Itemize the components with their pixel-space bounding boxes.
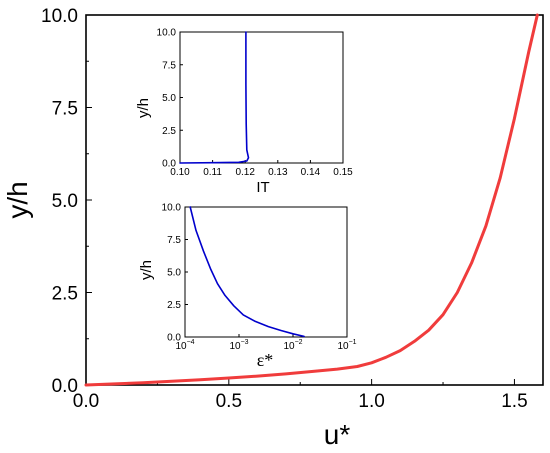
inset-it-series-line <box>179 31 250 164</box>
inset-eps-x-tick-label: 10−1 <box>337 339 356 352</box>
inset-it-y-tick-label: 7.5 <box>162 60 176 71</box>
inset-eps-x-tick-label: 10−2 <box>283 339 302 352</box>
main-x-tick-label: 1.0 <box>358 391 384 412</box>
inset-it-y-tick-label: 0.0 <box>162 159 176 170</box>
inset-eps-y-tick-label: 0.0 <box>167 333 181 344</box>
inset-eps-x-tick-exponent: −1 <box>349 339 357 346</box>
inset-eps-x-tick-exponent: −3 <box>241 339 249 346</box>
inset-it-y-tick-label: 10.0 <box>157 28 177 39</box>
inset-eps-y-tick-label: 2.5 <box>167 300 181 311</box>
main-y-axis-label: y/h <box>2 181 33 218</box>
main-y-tick-label: 10.0 <box>41 6 78 27</box>
inset-it-x-axis-label: IT <box>256 179 269 196</box>
inset-it-x-tick-label: 0.15 <box>333 167 353 178</box>
inset-it-x-tick-label: 0.14 <box>301 167 321 178</box>
main-y-tick-label: 0.0 <box>52 376 78 397</box>
inset-it-plot: 0.10 0.11 0.12 0.13 0.14 0.15 0.0 2.5 5.0 7.5 10.0… <box>135 28 353 197</box>
main-x-axis-label: u* <box>324 419 351 450</box>
main-ticks: 0.0 0.5 1.0 1.5 0.0 2.5 5.0 7.5 10.0 <box>41 6 528 412</box>
inset-eps-series-line <box>189 206 305 338</box>
inset-it-background <box>180 32 343 163</box>
inset-it-x-tick-label: 0.11 <box>203 167 222 178</box>
main-y-tick-label: 2.5 <box>52 284 78 305</box>
inset-it-x-tick-label: 0.12 <box>235 167 255 178</box>
inset-it-y-tick-label: 5.0 <box>162 93 176 104</box>
inset-it-y-axis-label: y/h <box>135 98 152 118</box>
inset-it-x-tick-label: 0.10 <box>170 167 190 178</box>
main-x-tick-label: 0.5 <box>216 391 242 412</box>
inset-eps-series <box>189 206 305 338</box>
main-y-tick-label: 7.5 <box>52 99 78 120</box>
inset-it-ticks: 0.10 0.11 0.12 0.13 0.14 0.15 0.0 2.5 5.0 7.5 10.0 <box>157 28 354 179</box>
main-series-line <box>84 13 539 387</box>
inset-eps-y-tick-label: 5.0 <box>167 268 181 279</box>
inset-eps-background <box>185 207 347 337</box>
main-series <box>84 13 539 387</box>
inset-eps-x-tick-label: 10−3 <box>229 339 248 352</box>
inset-eps-x-tick-exponent: −2 <box>295 339 303 346</box>
main-plot: 0.0 0.5 1.0 1.5 0.0 2.5 5.0 7.5 10.0 u* y/h <box>2 6 544 450</box>
inset-it-x-tick-label: 0.13 <box>268 167 288 178</box>
main-y-tick-label: 5.0 <box>52 191 78 212</box>
inset-eps-y-axis-label: y/h <box>138 260 155 280</box>
inset-eps-x-tick-exponent: −4 <box>187 339 195 346</box>
inset-eps-plot: 10−4 10−3 10−2 10−10.02.55.07.510.0 ε* y/h <box>138 203 357 371</box>
main-x-tick-label: 0.0 <box>73 391 99 412</box>
inset-it-series <box>179 31 250 164</box>
inset-eps-y-tick-label: 7.5 <box>167 235 181 246</box>
main-x-tick-label: 1.5 <box>501 391 527 412</box>
inset-eps-x-axis-label: ε* <box>257 350 274 370</box>
inset-eps-y-tick-label: 10.0 <box>162 203 182 214</box>
inset-it-y-tick-label: 2.5 <box>162 126 176 137</box>
